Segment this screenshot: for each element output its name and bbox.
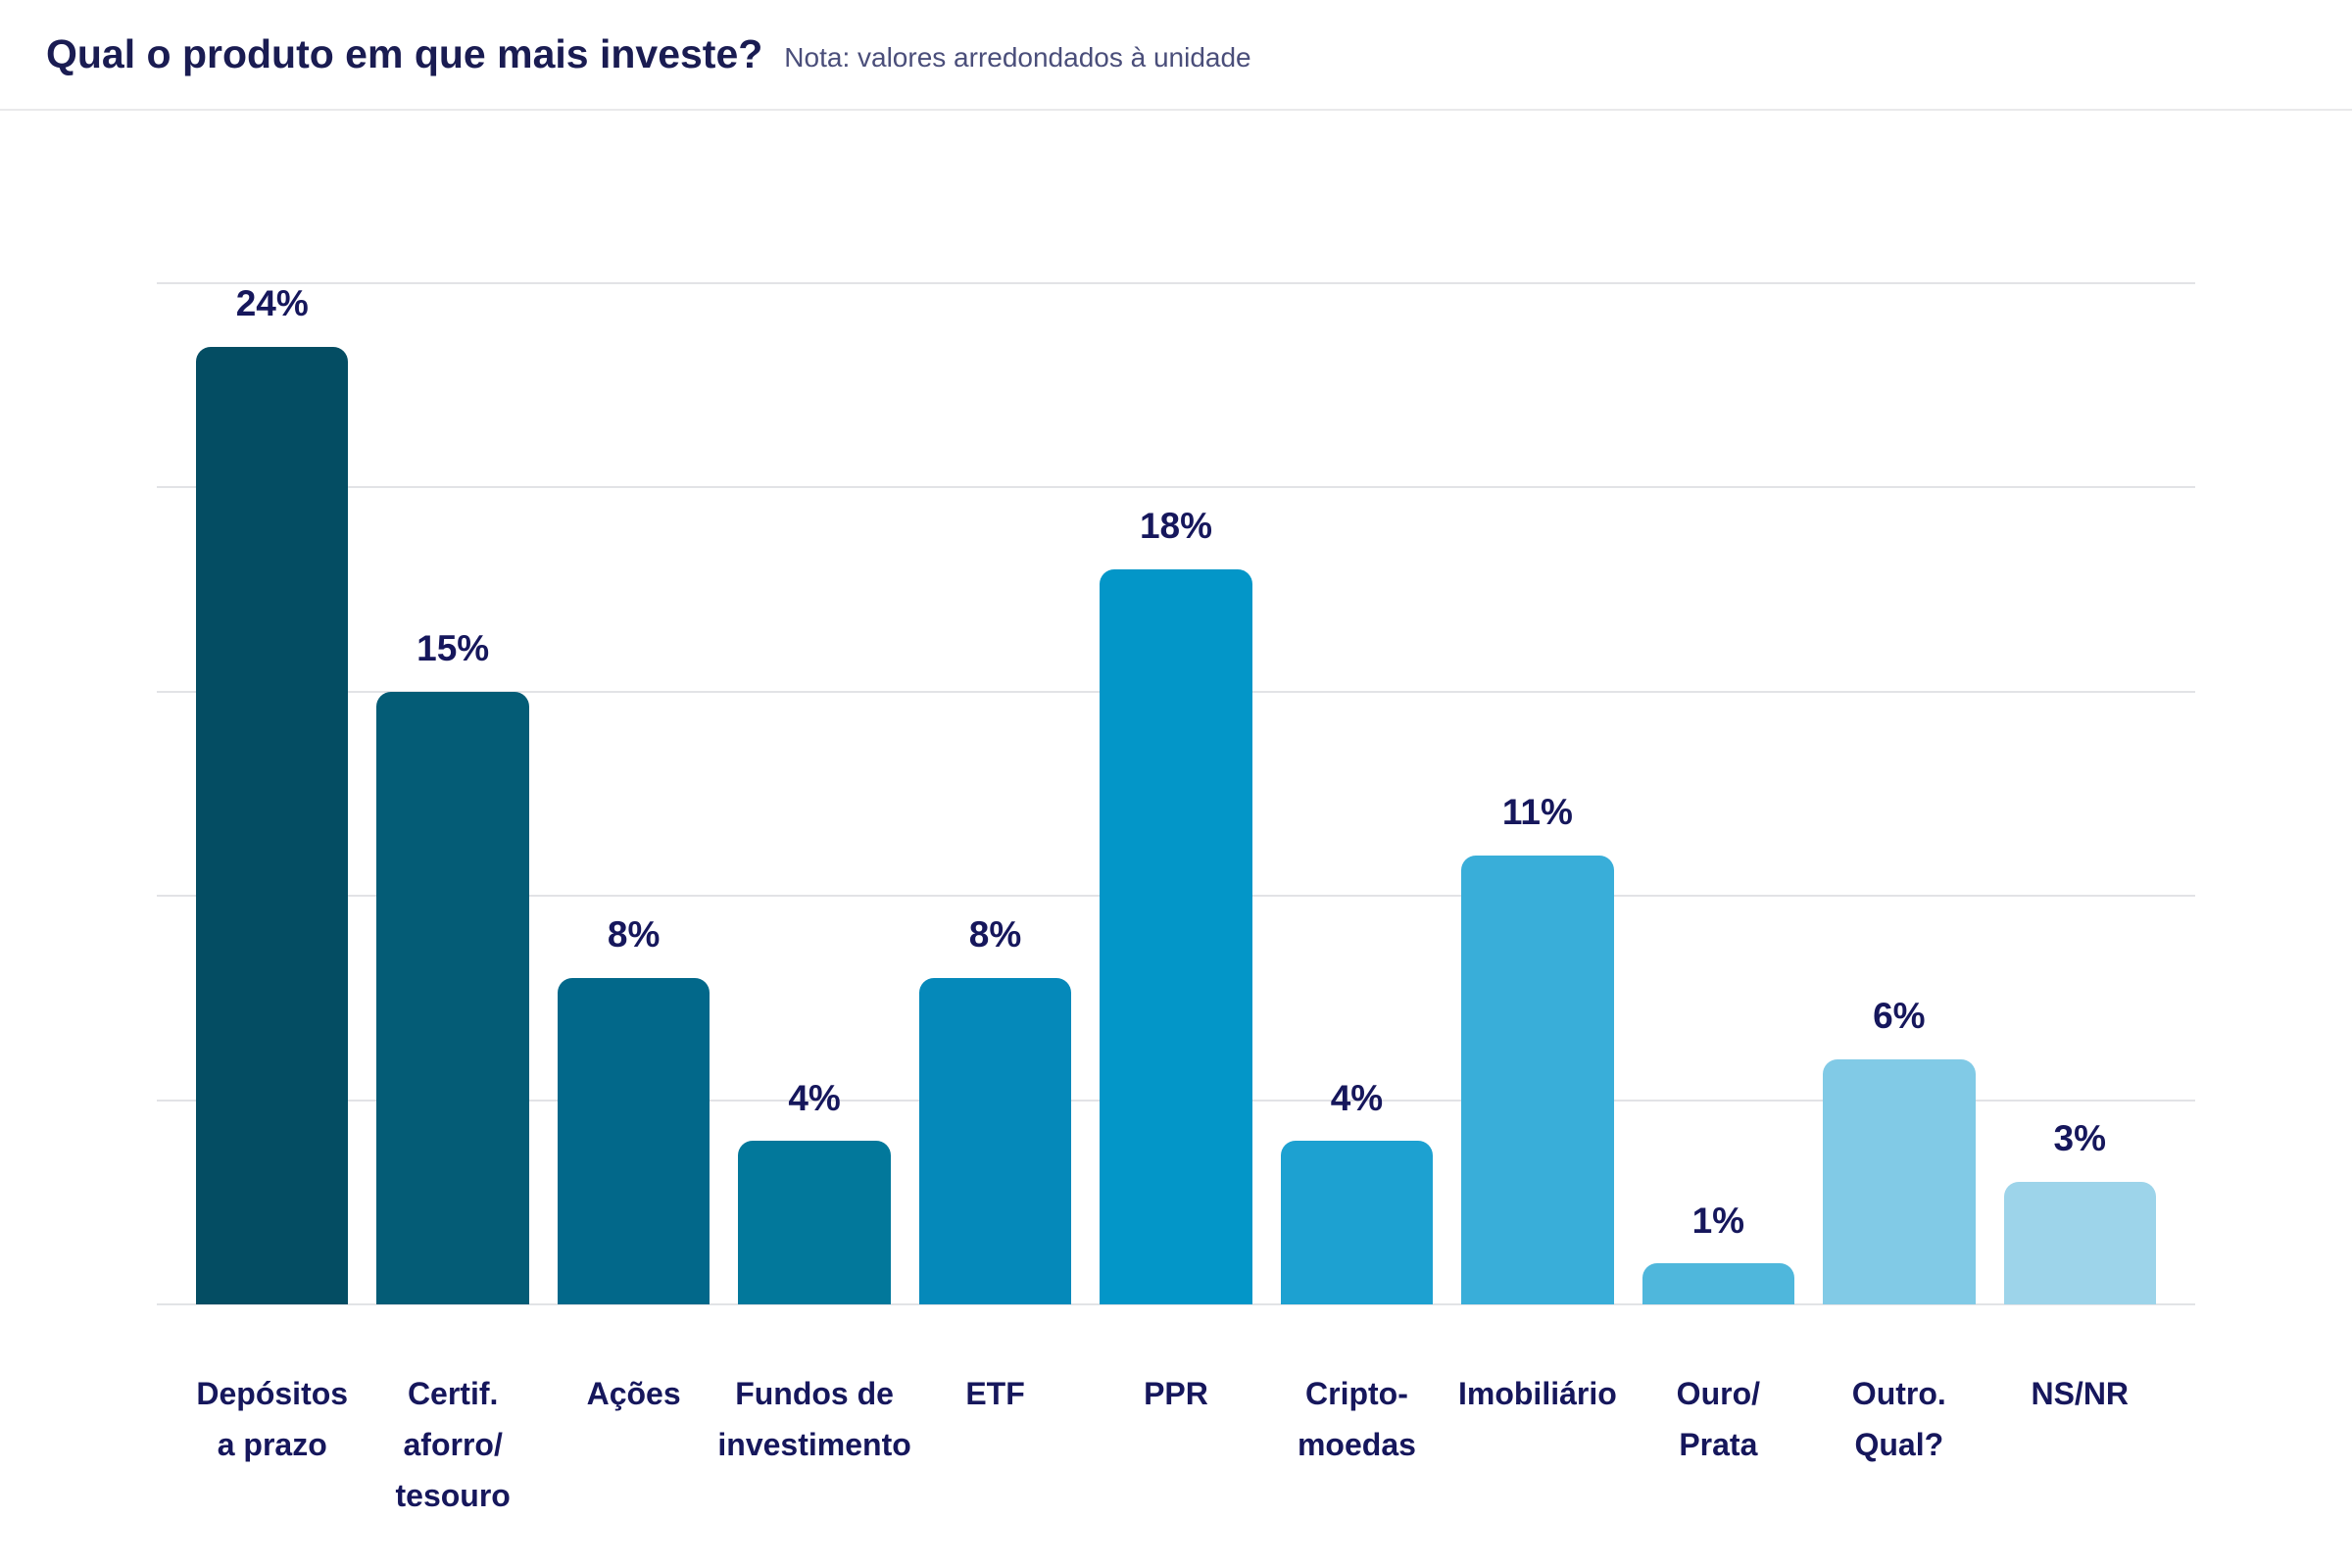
bar xyxy=(1823,1058,1976,1304)
category-label: PPR xyxy=(1144,1376,1208,1411)
header: Qual o produto em que mais investe? Nota… xyxy=(0,0,2352,111)
category-label: Certif. aforro/ tesouro xyxy=(395,1376,511,1513)
bar-group: 8% Ações xyxy=(557,283,710,1411)
category-label: Cripto- moedas xyxy=(1297,1376,1416,1462)
bar-value-label: 4% xyxy=(1330,1077,1384,1118)
category-label: Ações xyxy=(586,1376,681,1411)
bar xyxy=(557,977,710,1304)
bar-chart: 24% Depósitos a prazo 15% Certif. aforro/ t… xyxy=(157,282,2195,1513)
category-label: Ouro/ Prata xyxy=(1676,1376,1760,1462)
bar xyxy=(2003,1181,2156,1304)
category-label: Outro. Qual? xyxy=(1851,1376,1946,1462)
category-label: Imobiliário xyxy=(1457,1376,1617,1411)
bar xyxy=(1461,855,1614,1304)
bar-group: 6% Outro. Qual? xyxy=(1823,283,1976,1462)
chart-note: Nota: valores arredondados à unidade xyxy=(784,41,1251,73)
bar xyxy=(738,1141,891,1304)
bar xyxy=(918,977,1072,1304)
bar-value-label: 4% xyxy=(788,1077,841,1118)
bar-group: 3% NS/NR xyxy=(2003,283,2156,1411)
bar-group: 4% Fundos de investimento xyxy=(717,283,910,1462)
bar xyxy=(1100,568,1252,1304)
bar-value-label: 24% xyxy=(235,283,309,323)
gridline xyxy=(157,486,2195,489)
gridline xyxy=(157,1303,2195,1305)
bar xyxy=(1642,1263,1795,1304)
category-label: NS/NR xyxy=(2031,1376,2130,1411)
bar-group: 18% PPR xyxy=(1100,283,1252,1411)
bar-value-label: 6% xyxy=(1873,996,1926,1037)
bar-group: 4% Cripto- moedas xyxy=(1280,283,1434,1462)
page-title: Qual o produto em que mais investe? xyxy=(46,31,763,76)
bar-value-label: 15% xyxy=(416,628,490,669)
category-label: Depósitos a prazo xyxy=(196,1376,349,1462)
category-label: Fundos de investimento xyxy=(717,1376,911,1462)
bar-value-label: 3% xyxy=(2053,1118,2106,1159)
bar-group: 11% Imobiliário xyxy=(1458,283,1617,1411)
bar-value-label: 8% xyxy=(968,914,1022,956)
bar-group: 1% Ouro/ Prata xyxy=(1642,283,1795,1462)
bar-value-label: 18% xyxy=(1139,506,1213,547)
bar-group: 8% ETF xyxy=(918,283,1072,1411)
category-label: ETF xyxy=(965,1376,1025,1411)
bar-group: 24% Depósitos a prazo xyxy=(196,283,349,1462)
bar-value-label: 8% xyxy=(607,914,661,956)
bar-value-label: 11% xyxy=(1501,791,1573,832)
bar xyxy=(376,691,529,1304)
gridline xyxy=(157,282,2195,284)
bar xyxy=(196,346,349,1304)
bars-row: 24% Depósitos a prazo 15% Certif. aforro/ t… xyxy=(157,283,2195,1513)
bar-value-label: 1% xyxy=(1691,1200,1745,1241)
bar xyxy=(1280,1141,1434,1304)
bar-group: 15% Certif. aforro/ tesouro xyxy=(376,283,529,1513)
